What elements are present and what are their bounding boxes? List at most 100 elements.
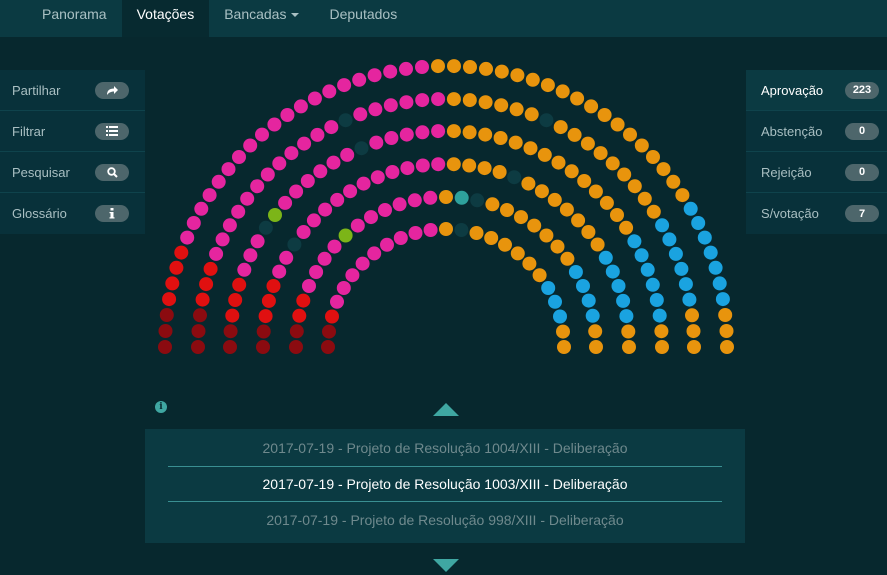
seat-dot[interactable] [585,308,600,323]
seat-dot[interactable] [393,231,408,245]
seat-dot[interactable] [678,277,693,292]
seat-dot[interactable] [627,234,642,249]
seat-dot[interactable] [577,174,592,188]
seat-dot[interactable] [209,246,224,261]
seat-dot[interactable] [258,220,273,235]
seat-dot[interactable] [191,324,206,339]
seat-dot[interactable] [537,147,552,162]
seat-dot[interactable] [367,246,382,261]
seat-dot[interactable] [284,146,299,161]
seat-dot[interactable] [174,245,189,260]
seat-dot[interactable] [399,127,414,142]
seat-dot[interactable] [494,98,509,113]
seat-dot[interactable] [191,340,205,354]
seat-dot[interactable] [300,174,315,188]
seat-dot[interactable] [272,156,287,171]
seat-dot[interactable] [560,251,575,266]
seat-dot[interactable] [462,158,477,173]
seat-dot[interactable] [559,202,574,217]
seat-dot[interactable] [231,204,246,219]
seat-dot[interactable] [280,108,295,122]
seat-dot[interactable] [598,250,613,265]
seat-dot[interactable] [623,127,637,142]
seat-dot[interactable] [317,251,332,266]
seat-dot[interactable] [508,135,523,150]
nav-votacoes[interactable]: Votações [121,0,210,37]
vote-item-current[interactable]: 2017-07-19 - Projeto de Resolução 1003/X… [262,476,628,492]
seat-dot[interactable] [431,59,445,74]
seat-dot[interactable] [324,120,339,135]
seat-dot[interactable] [415,60,429,74]
seat-dot[interactable] [712,276,727,291]
seat-dot[interactable] [655,218,670,233]
seat-dot[interactable] [345,268,360,283]
seat-dot[interactable] [296,225,311,239]
seat-dot[interactable] [581,293,596,308]
vote-item-next[interactable]: 2017-07-19 - Projeto de Resolução 998/XI… [266,512,624,528]
seat-dot[interactable] [378,203,392,217]
seat-dot[interactable] [313,164,328,179]
seat-dot[interactable] [221,162,236,177]
seat-dot[interactable] [637,191,652,206]
seat-dot[interactable] [240,191,255,206]
seat-dot[interactable] [548,294,562,309]
seat-dot[interactable] [527,218,542,233]
seat-dot[interactable] [567,127,582,142]
seat-dot[interactable] [338,228,353,243]
seat-dot[interactable] [338,113,353,128]
seat-dot[interactable] [551,155,566,170]
seat-dot[interactable] [260,167,275,182]
seat-dot[interactable] [383,98,398,113]
seat-dot[interactable] [645,277,660,292]
glossary-button[interactable]: Glossário [0,193,145,234]
result-rejeicao[interactable]: Rejeição 0 [746,152,887,193]
seat-dot[interactable] [431,92,446,107]
seat-dot[interactable] [309,265,324,279]
seat-dot[interactable] [330,192,345,207]
seat-dot[interactable] [431,157,446,172]
seat-dot[interactable] [399,61,413,76]
seat-dot[interactable] [447,59,461,74]
seat-dot[interactable] [203,261,218,276]
seat-dot[interactable] [523,141,538,156]
seat-dot[interactable] [289,324,304,339]
seat-dot[interactable] [223,324,238,339]
seat-dot[interactable] [621,324,636,339]
result-abstencao[interactable]: Abstenção 0 [746,111,887,152]
seat-dot[interactable] [327,239,342,254]
seat-dot[interactable] [532,268,547,283]
seat-dot[interactable] [462,125,477,140]
seat-dot[interactable] [581,225,596,239]
seat-dot[interactable] [454,223,469,237]
seat-dot[interactable] [343,184,358,199]
seat-dot[interactable] [588,324,603,339]
seat-dot[interactable] [340,147,355,162]
seat-dot[interactable] [446,157,461,172]
seat-dot[interactable] [367,68,382,83]
seat-dot[interactable] [555,84,570,99]
seat-dot[interactable] [541,281,556,295]
seat-dot[interactable] [646,204,661,219]
filter-button[interactable]: Filtrar [0,111,145,152]
seat-dot[interactable] [687,340,701,354]
seat-dot[interactable] [708,260,723,275]
seat-dot[interactable] [590,237,605,252]
seat-dot[interactable] [296,293,311,308]
seat-dot[interactable] [654,324,669,339]
seat-dot[interactable] [392,197,407,212]
seat-dot[interactable] [279,250,294,265]
seat-dot[interactable] [683,201,698,216]
seat-dot[interactable] [195,292,210,307]
seat-dot[interactable] [485,197,500,212]
seat-dot[interactable] [640,262,655,277]
seat-dot[interactable] [222,218,237,233]
seat-dot[interactable] [509,102,524,117]
seat-dot[interactable] [237,262,252,277]
seat-dot[interactable] [215,232,230,247]
seat-dot[interactable] [588,184,603,199]
seat-dot[interactable] [223,340,237,354]
seat-dot[interactable] [350,218,365,233]
seat-dot[interactable] [306,213,321,228]
seat-dot[interactable] [278,195,293,210]
seat-dot[interactable] [715,292,730,307]
